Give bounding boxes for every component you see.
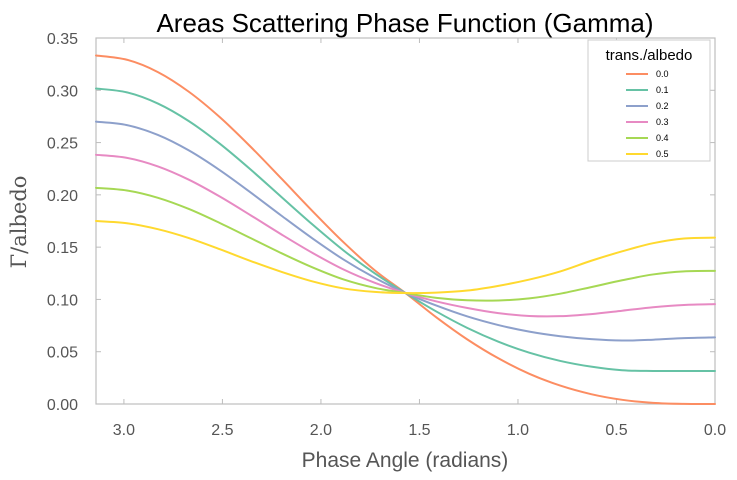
x-tick-label: 0.0 — [704, 422, 726, 439]
x-tick-label: 2.5 — [211, 422, 233, 439]
y-tick-label: 0.30 — [47, 83, 78, 100]
legend: trans./albedo 0.0 0.1 0.2 0.3 0.4 0.5 — [587, 39, 711, 162]
legend-label-0.4: 0.4 — [656, 133, 669, 143]
legend-items: 0.0 0.1 0.2 0.3 0.4 0.5 — [626, 69, 669, 159]
x-tick-label: 1.0 — [507, 422, 529, 439]
legend-label-0.5: 0.5 — [656, 149, 669, 159]
legend-label-0.3: 0.3 — [656, 117, 669, 127]
y-tick-label: 0.25 — [47, 136, 78, 153]
legend-title: trans./albedo — [606, 47, 693, 64]
chart-title: Areas Scattering Phase Function (Gamma) — [156, 8, 653, 38]
legend-label-0.0: 0.0 — [656, 69, 669, 79]
legend-label-0.2: 0.2 — [656, 101, 669, 111]
y-axis: 0.00 0.05 0.10 0.15 0.20 0.25 0.30 0.35 — [47, 31, 715, 414]
y-axis-label: Γ/albedo — [7, 176, 31, 269]
x-axis-label: Phase Angle (radians) — [302, 449, 509, 472]
y-tick-label: 0.10 — [47, 292, 78, 309]
y-tick-label: 0.35 — [47, 31, 78, 48]
x-tick-label: 1.5 — [408, 422, 430, 439]
y-tick-label: 0.15 — [47, 240, 78, 257]
y-tick-label: 0.20 — [47, 188, 78, 205]
legend-label-0.1: 0.1 — [656, 85, 669, 95]
series-line-0.5 — [95, 220, 716, 295]
x-tick-label: 2.0 — [310, 422, 332, 439]
series-lines — [95, 54, 716, 406]
x-tick-label: 3.0 — [113, 422, 135, 439]
x-axis: 3.0 2.5 2.0 1.5 1.0 0.5 0.0 — [113, 38, 726, 439]
legend-box — [587, 39, 711, 162]
x-tick-label: 0.5 — [605, 422, 627, 439]
y-tick-label: 0.00 — [47, 397, 78, 414]
y-tick-label: 0.05 — [47, 345, 78, 362]
